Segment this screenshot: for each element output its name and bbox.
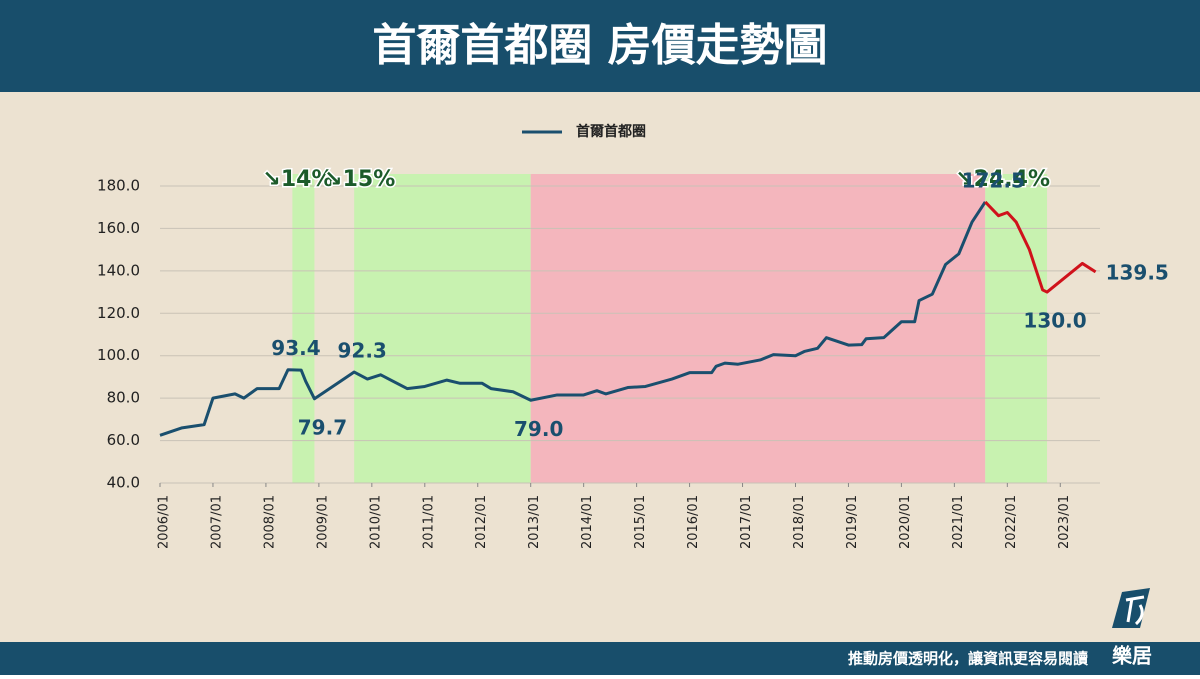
period-band [530, 174, 986, 483]
x-tick-label: 2009/01 [315, 495, 330, 549]
x-tick-label: 2018/01 [792, 495, 807, 549]
x-tick-label: 2021/01 [951, 495, 966, 549]
x-tick-label: 2017/01 [739, 495, 754, 549]
data-label: 92.3 [337, 339, 386, 363]
y-tick-label: 100.0 [97, 346, 140, 364]
footer-bar [0, 642, 1200, 675]
y-tick-label: 140.0 [97, 261, 140, 279]
decline-line [984, 200, 1097, 294]
data-label: 139.5 [1106, 260, 1169, 284]
series-line [159, 201, 987, 437]
data-label: 79.0 [514, 417, 563, 441]
data-label: 79.7 [298, 415, 347, 439]
x-tick-label: 2016/01 [686, 495, 701, 549]
x-tick-label: 2013/01 [527, 495, 542, 549]
page-title: 首爾首都圈 房價走勢圖 [372, 20, 827, 71]
chart: 40.0 60.0 80.0 100.0 120.0 140.0 160.0 180.0 ↘14… [97, 123, 1169, 549]
y-tick-label: 60.0 [107, 431, 140, 449]
data-label: 130.0 [1023, 309, 1086, 333]
logo-mark [1125, 595, 1145, 626]
band-label: ↘24.4% [955, 167, 1050, 192]
x-tick-label: 2014/01 [580, 495, 595, 549]
logo-text: 樂居 [1112, 644, 1152, 668]
period-band [292, 174, 315, 483]
y-tick-label: 40.0 [107, 474, 140, 492]
x-tick-label: 2012/01 [474, 495, 489, 549]
x-tick-label: 2019/01 [845, 495, 860, 549]
y-tick-label: 80.0 [107, 389, 140, 407]
y-tick-label: 120.0 [97, 304, 140, 322]
x-tick-label: 2022/01 [1004, 495, 1019, 549]
header-bar [0, 0, 1200, 92]
band-label: ↘14% [262, 167, 333, 192]
x-tick-label: 2008/01 [262, 495, 277, 549]
x-tick-label: 2006/01 [157, 495, 172, 549]
x-tick-label: 2020/01 [898, 495, 913, 549]
x-tick-label: 2011/01 [421, 495, 436, 549]
data-label: 93.4 [271, 336, 320, 360]
x-tick-label: 2007/01 [209, 495, 224, 549]
footer-slogan: 推動房價透明化，讓資訊更容易閱讀 [848, 650, 1088, 668]
period-band [354, 174, 531, 483]
y-tick-label: 180.0 [97, 177, 140, 195]
x-tick-label: 2015/01 [633, 495, 648, 549]
x-tick-label: 2010/01 [368, 495, 383, 549]
x-tick-label: 2023/01 [1057, 495, 1072, 549]
data-label: 172.5 [962, 168, 1025, 192]
y-tick-label: 160.0 [97, 219, 140, 237]
band-label: ↘15% [324, 167, 395, 192]
legend-label: 首爾首都圈 [576, 123, 646, 140]
